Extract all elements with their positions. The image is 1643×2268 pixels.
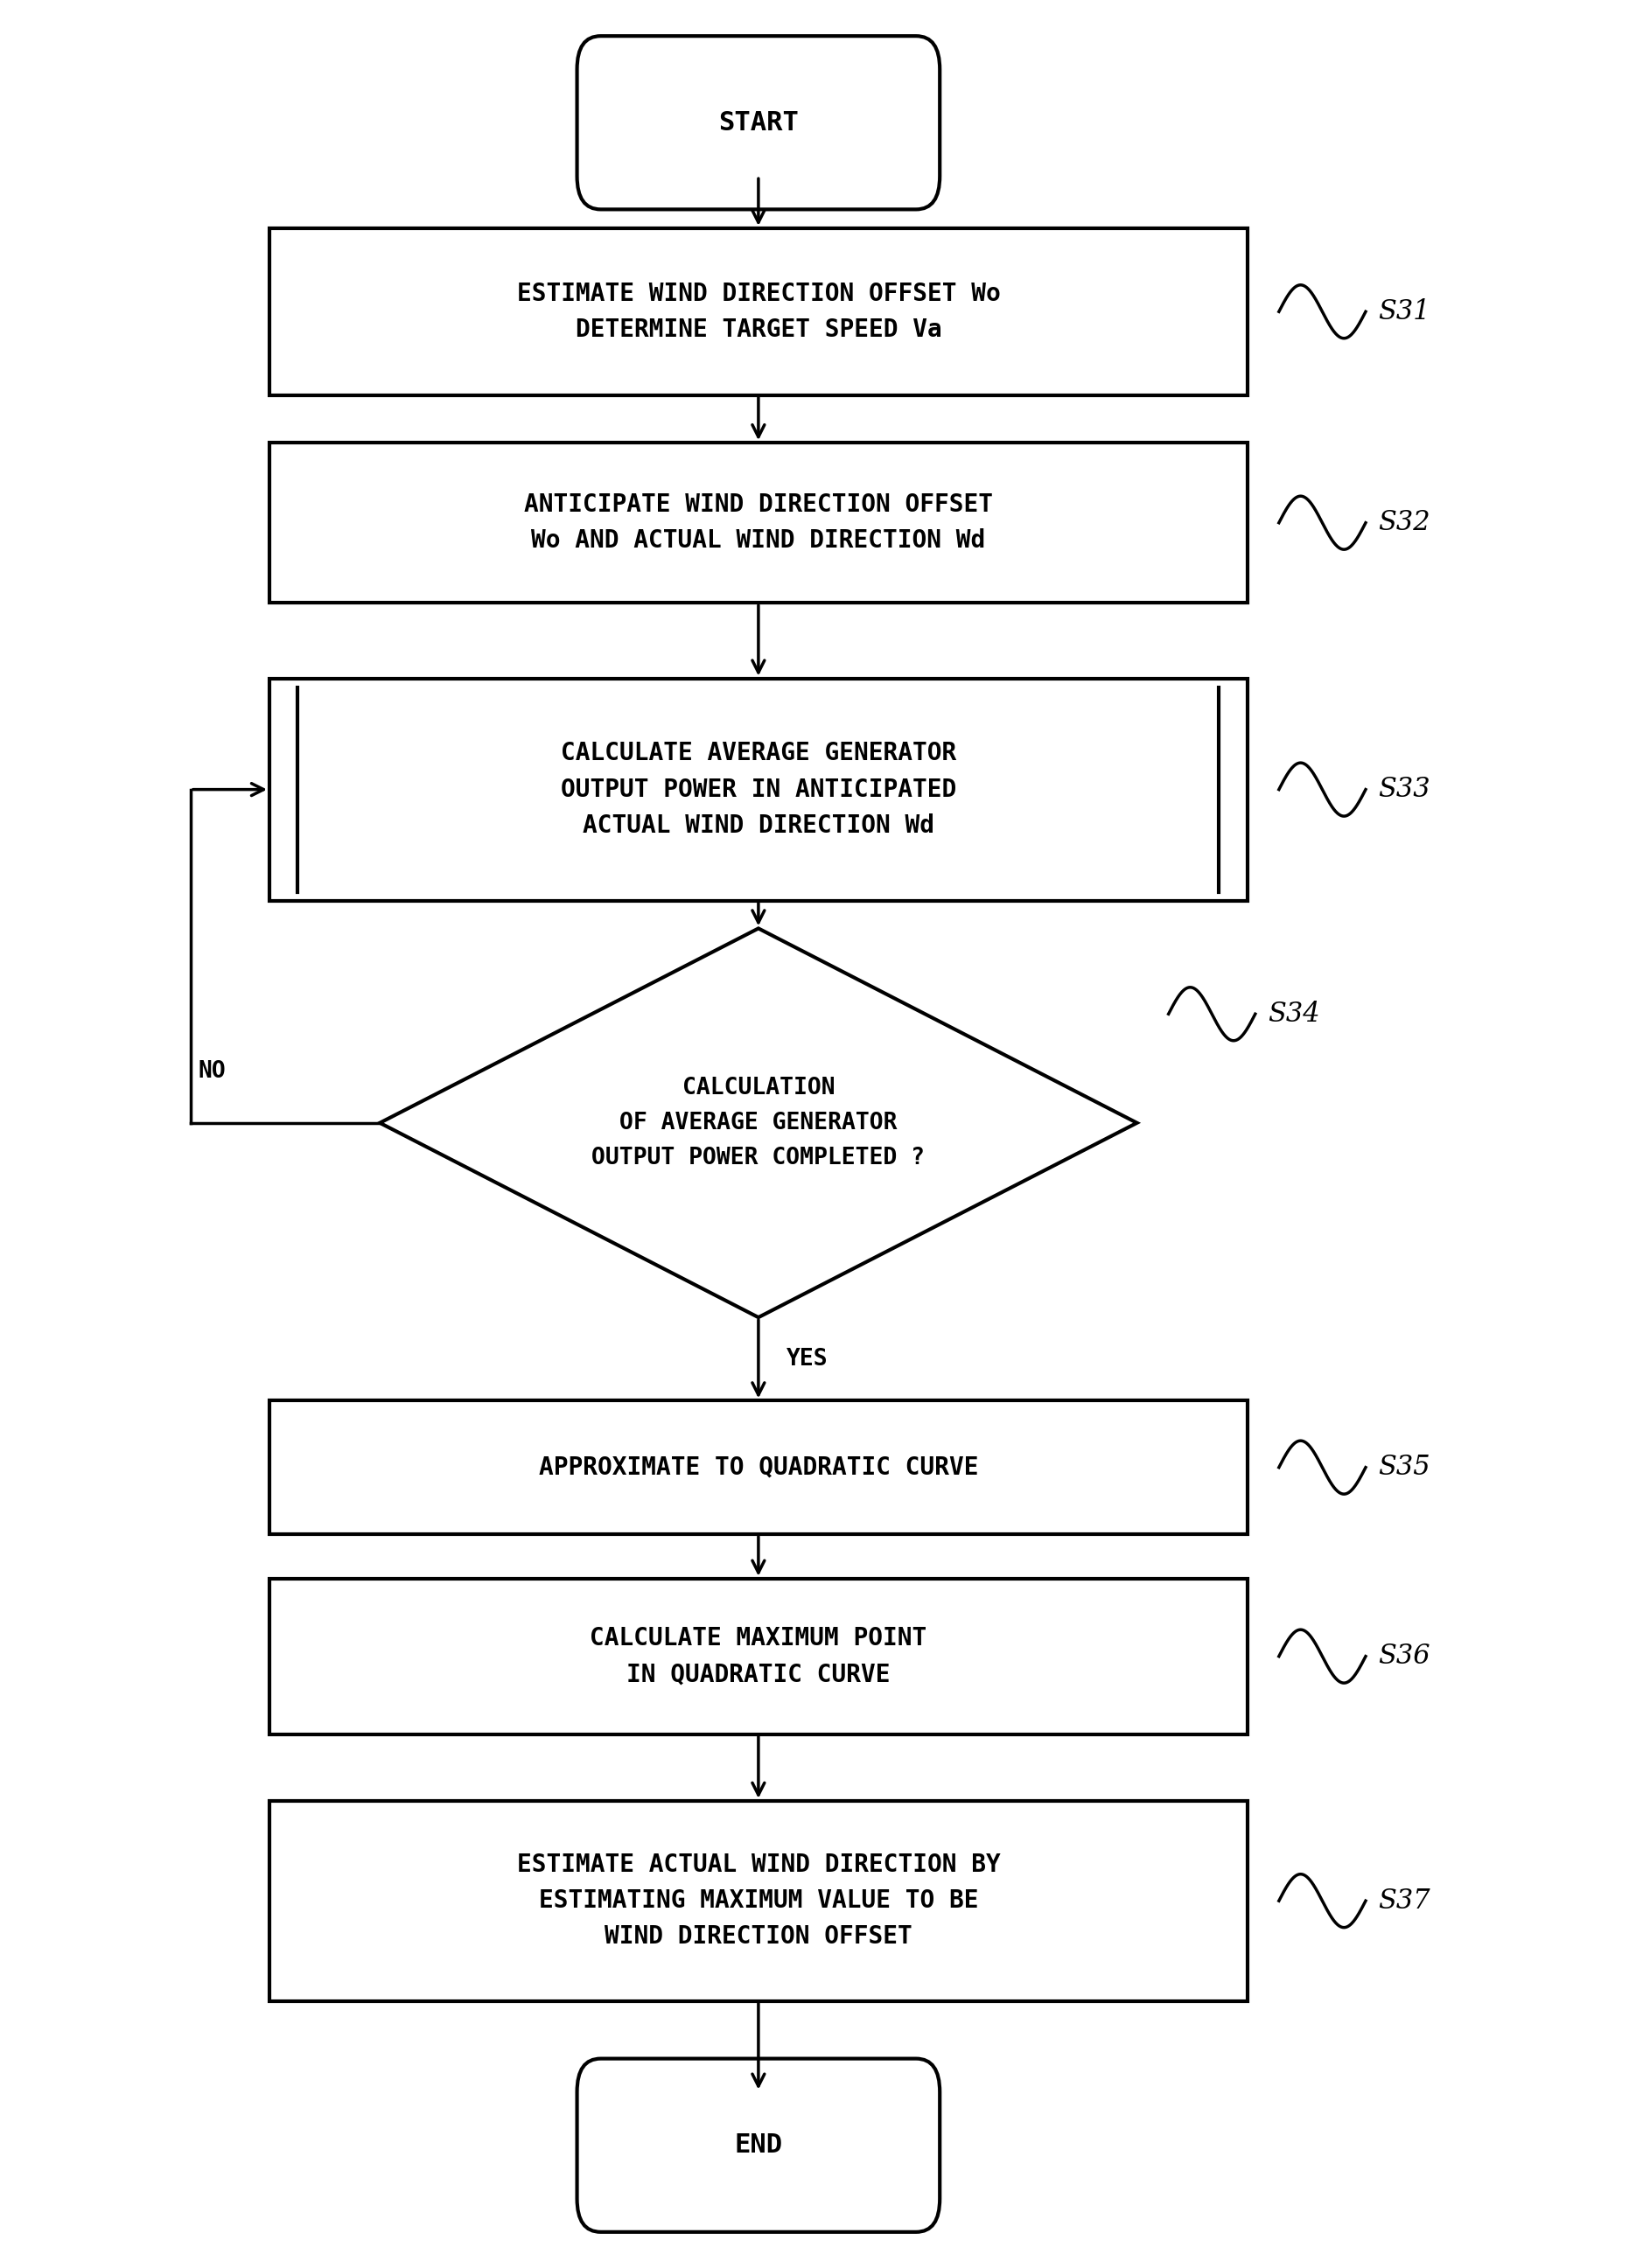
Text: ESTIMATE WIND DIRECTION OFFSET Wo
DETERMINE TARGET SPEED Va: ESTIMATE WIND DIRECTION OFFSET Wo DETERM… [516, 281, 1001, 342]
Polygon shape [269, 1579, 1247, 1735]
Polygon shape [269, 229, 1247, 395]
Text: S37: S37 [1378, 1887, 1431, 1914]
Text: CALCULATION
OF AVERAGE GENERATOR
OUTPUT POWER COMPLETED ?: CALCULATION OF AVERAGE GENERATOR OUTPUT … [591, 1077, 925, 1170]
Polygon shape [380, 928, 1137, 1318]
Text: ESTIMATE ACTUAL WIND DIRECTION BY
ESTIMATING MAXIMUM VALUE TO BE
WIND DIRECTION : ESTIMATE ACTUAL WIND DIRECTION BY ESTIMA… [516, 1853, 1001, 1948]
Text: END: END [734, 2132, 782, 2157]
Text: NO: NO [199, 1059, 227, 1082]
FancyBboxPatch shape [577, 2059, 940, 2232]
Text: YES: YES [787, 1347, 828, 1370]
Text: S34: S34 [1268, 1000, 1319, 1027]
Text: S31: S31 [1378, 297, 1431, 324]
Text: ANTICIPATE WIND DIRECTION OFFSET
Wo AND ACTUAL WIND DIRECTION Wd: ANTICIPATE WIND DIRECTION OFFSET Wo AND … [524, 492, 992, 553]
Polygon shape [269, 442, 1247, 603]
Polygon shape [269, 1801, 1247, 2000]
Polygon shape [269, 1402, 1247, 1533]
FancyBboxPatch shape [577, 36, 940, 209]
Text: S35: S35 [1378, 1454, 1431, 1481]
Text: CALCULATE AVERAGE GENERATOR
OUTPUT POWER IN ANTICIPATED
ACTUAL WIND DIRECTION Wd: CALCULATE AVERAGE GENERATOR OUTPUT POWER… [560, 742, 956, 837]
Text: S33: S33 [1378, 776, 1431, 803]
Text: APPROXIMATE TO QUADRATIC CURVE: APPROXIMATE TO QUADRATIC CURVE [539, 1456, 978, 1479]
Polygon shape [269, 678, 1247, 900]
Text: CALCULATE MAXIMUM POINT
IN QUADRATIC CURVE: CALCULATE MAXIMUM POINT IN QUADRATIC CUR… [590, 1626, 927, 1687]
Text: S36: S36 [1378, 1642, 1431, 1669]
Text: S32: S32 [1378, 510, 1431, 535]
Text: START: START [718, 111, 798, 136]
